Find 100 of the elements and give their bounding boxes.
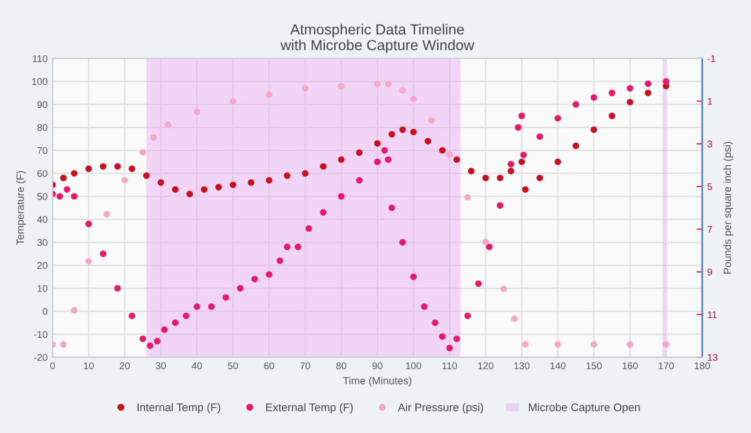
point — [590, 341, 598, 348]
point — [520, 152, 527, 158]
point — [454, 336, 460, 342]
point — [356, 149, 363, 156]
point — [294, 244, 302, 250]
point — [432, 319, 438, 326]
point — [446, 344, 453, 352]
point — [64, 186, 70, 193]
point — [186, 190, 193, 198]
point — [626, 341, 634, 348]
y2-tick-label: 1 — [708, 98, 712, 105]
point — [248, 179, 254, 186]
y2-tick-label: -1 — [707, 55, 716, 62]
point — [140, 336, 146, 342]
point — [266, 177, 272, 184]
point — [399, 239, 406, 246]
point — [230, 98, 236, 104]
point — [320, 209, 326, 216]
point — [172, 319, 179, 326]
point — [158, 179, 164, 186]
point — [172, 186, 179, 193]
point — [522, 341, 529, 348]
point — [128, 312, 136, 320]
legend-label: Internal Temp (F) — [138, 403, 220, 414]
point — [508, 160, 514, 168]
legend-label: Air Pressure (psi) — [398, 403, 483, 414]
point — [554, 158, 562, 166]
point — [454, 156, 460, 163]
x-tick-label: 60 — [264, 362, 274, 370]
y2-tick-label: 9 — [708, 268, 712, 276]
point — [508, 168, 514, 174]
point — [70, 193, 78, 200]
point — [496, 174, 504, 182]
y2-tick-label: 7 — [708, 226, 712, 233]
point — [154, 338, 160, 344]
point — [85, 220, 92, 228]
point — [338, 193, 345, 200]
point — [511, 316, 518, 322]
point — [554, 341, 562, 348]
point — [662, 78, 670, 85]
point — [320, 163, 326, 170]
point — [338, 156, 345, 163]
point — [194, 303, 200, 310]
point — [482, 238, 489, 246]
x-tick-label: 90 — [372, 362, 382, 370]
point — [388, 131, 396, 138]
point — [215, 184, 222, 190]
point — [143, 172, 150, 179]
x-tick-label: 120 — [478, 362, 494, 370]
point — [236, 285, 244, 292]
point — [399, 126, 406, 133]
point — [644, 90, 652, 96]
point — [590, 94, 598, 101]
y-tick-label: 0 — [42, 308, 48, 315]
point — [114, 163, 121, 170]
point — [85, 258, 92, 264]
point — [608, 112, 616, 120]
y-tick-label: 60 — [37, 170, 48, 177]
point — [56, 193, 64, 200]
point — [266, 271, 272, 278]
x-tick-label: 150 — [586, 362, 602, 370]
point — [161, 326, 168, 333]
x-tick-label: 130 — [514, 362, 530, 370]
point — [356, 177, 363, 184]
y2-tick-label: 13 — [708, 354, 718, 361]
point — [388, 204, 396, 212]
y-tick-label: 20 — [37, 262, 48, 269]
point — [424, 138, 432, 144]
point — [150, 134, 157, 141]
point — [399, 87, 406, 94]
x-tick-label: 30 — [156, 362, 166, 370]
point — [536, 133, 544, 140]
point — [662, 341, 670, 348]
point — [446, 151, 453, 158]
point — [410, 128, 417, 136]
point — [626, 85, 634, 92]
y-axis-title: Temperature (F) — [16, 171, 26, 245]
point — [276, 257, 284, 264]
point — [439, 333, 446, 340]
y-tick-label: 90 — [37, 101, 48, 108]
point — [374, 140, 381, 147]
y-tick-label: 110 — [32, 55, 48, 62]
point — [482, 174, 489, 182]
y-tick-label: 50 — [37, 193, 48, 200]
y-tick-label: 10 — [38, 285, 48, 292]
x-tick-label: 110 — [442, 362, 457, 370]
point — [384, 156, 392, 163]
point — [60, 341, 67, 348]
point — [536, 174, 544, 182]
point — [374, 158, 381, 166]
x-tick-label: 40 — [192, 362, 202, 370]
y-tick-label: 80 — [37, 124, 48, 132]
point — [103, 210, 110, 218]
point — [381, 147, 388, 154]
y2-tick-label: 11 — [708, 311, 717, 318]
point — [439, 147, 446, 154]
point — [410, 96, 417, 102]
point — [514, 124, 522, 131]
y-tick-label: 40 — [37, 216, 48, 223]
point — [100, 163, 106, 170]
